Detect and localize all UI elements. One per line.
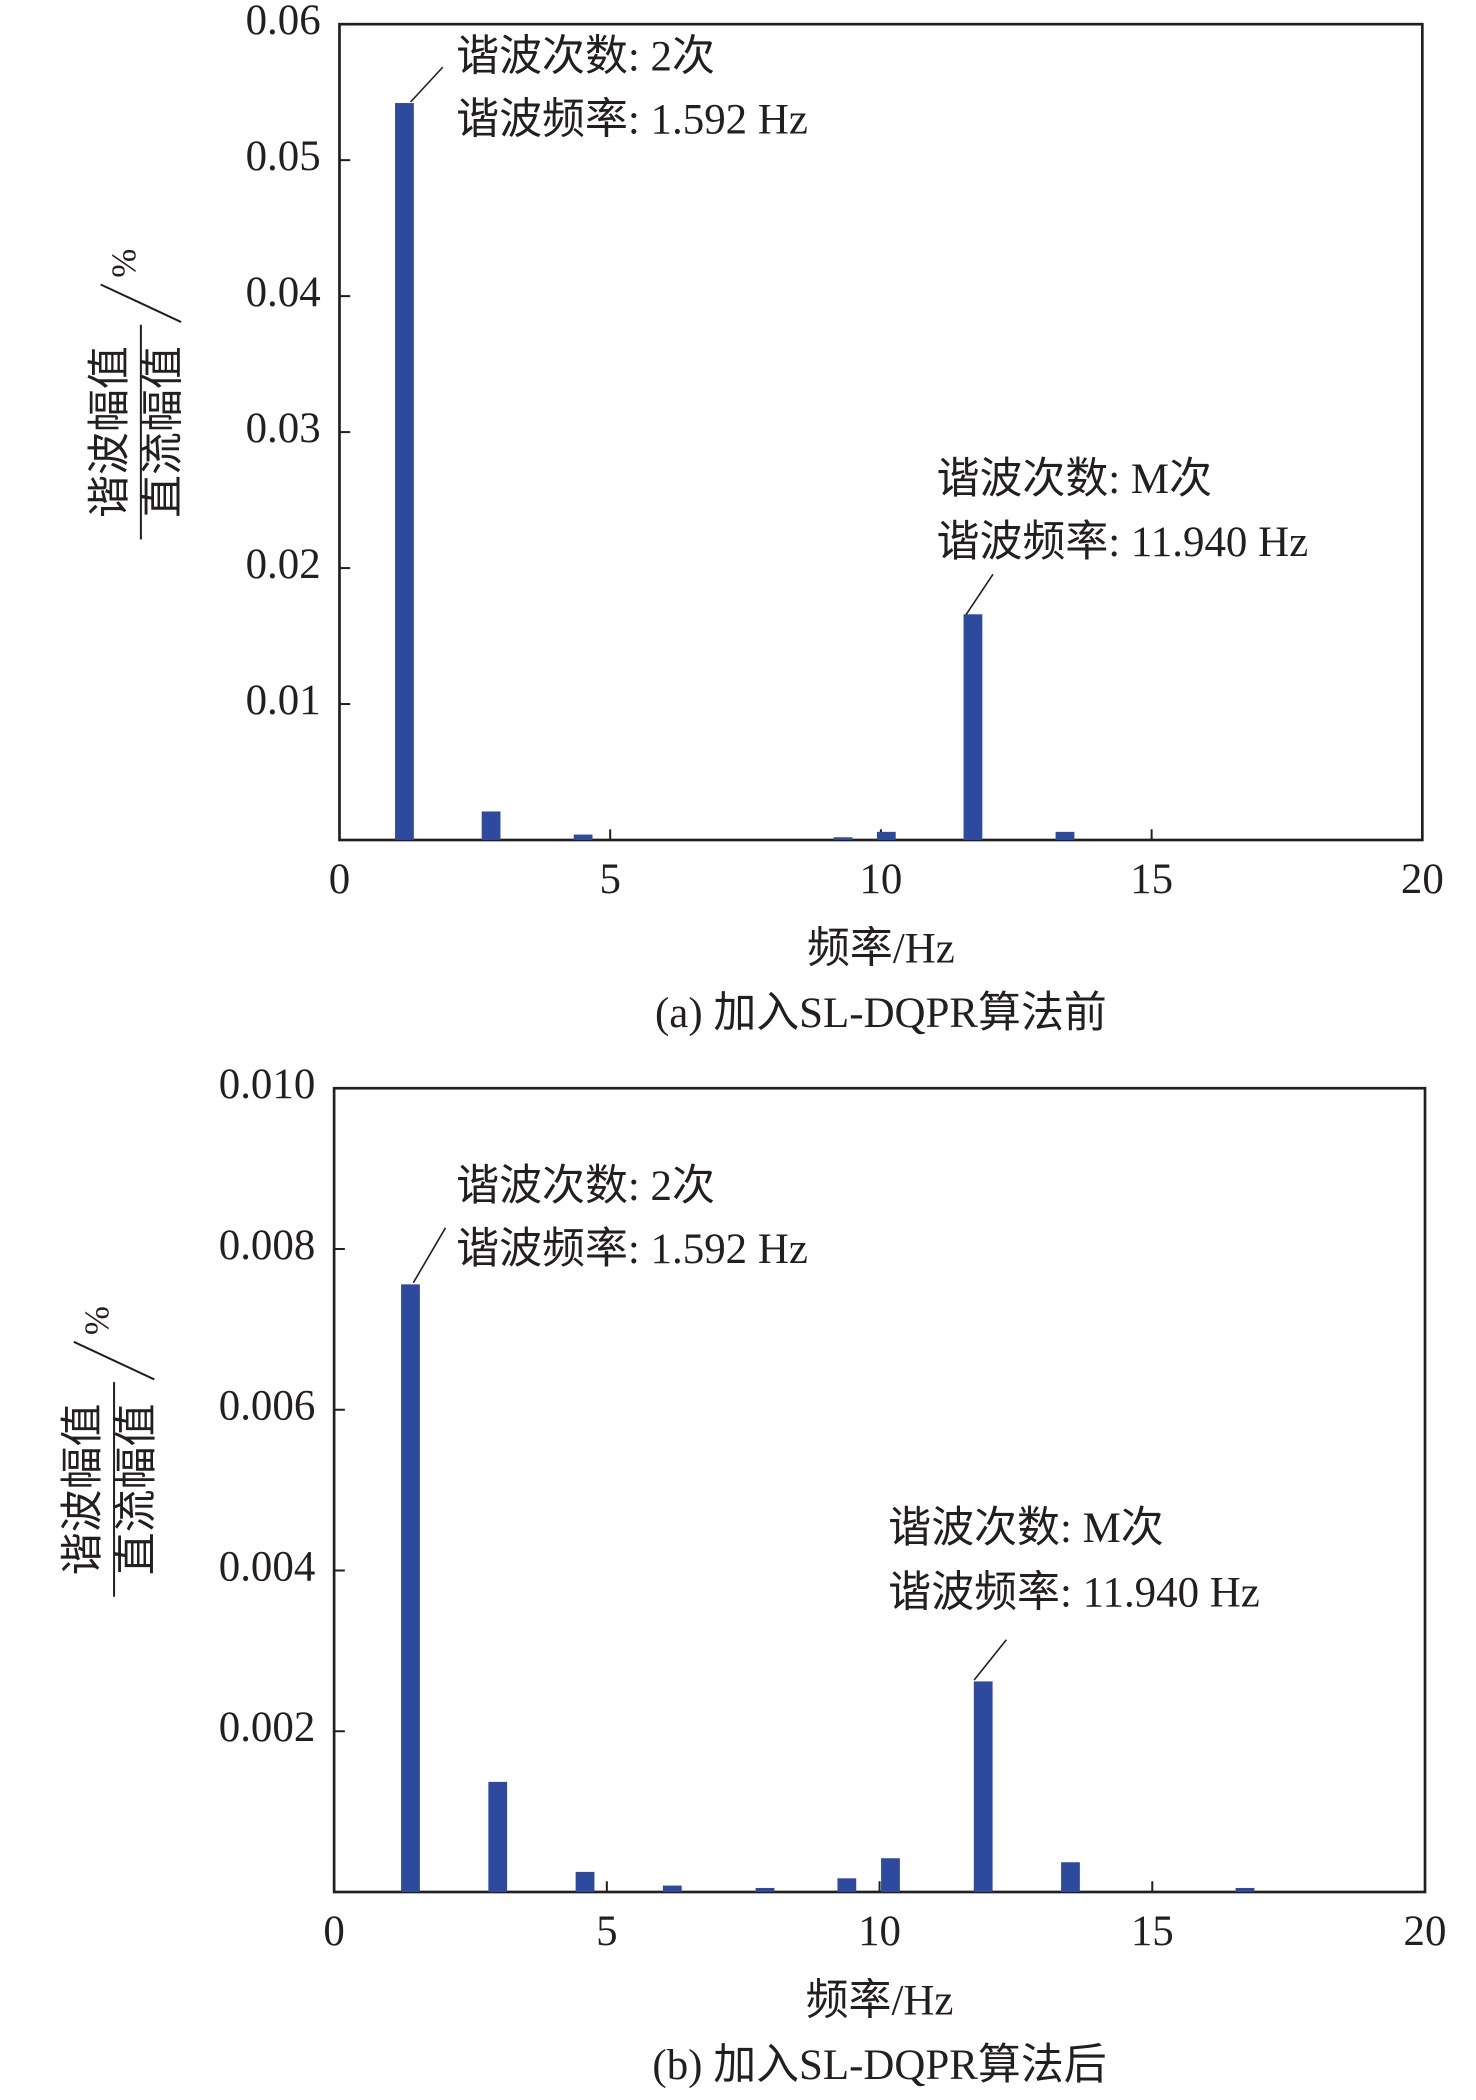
x-tick-label: 15	[1131, 1908, 1174, 1955]
bar	[881, 1858, 900, 1892]
x-tick-label: 10	[858, 1908, 901, 1955]
x-tick-label: 5	[599, 856, 620, 903]
plot-frame	[338, 22, 1424, 842]
y-label-numerator: 谐波幅值	[87, 346, 134, 518]
bar	[837, 1878, 857, 1892]
y-label-numerator: 谐波幅值	[60, 1404, 107, 1576]
y-tick-label: 0.004	[219, 1543, 316, 1590]
x-tick-label: 15	[1130, 856, 1173, 903]
y-label-denominator: 直流幅值	[114, 1404, 161, 1576]
caption: (b) 加入SL-DQPR算法后	[652, 2042, 1106, 2089]
y-label-slash	[100, 283, 182, 323]
bar	[833, 837, 853, 841]
y-axis-label: 谐波幅值 直流幅值%	[60, 1306, 161, 1597]
bar	[1055, 831, 1075, 841]
annotation: 谐波次数: M次	[888, 1505, 1163, 1552]
caption: (a) 加入SL-DQPR算法前	[655, 990, 1107, 1037]
annotation-leader	[412, 1227, 447, 1284]
y-tick-label: 0.010	[219, 1061, 316, 1108]
x-tick-label: 20	[1404, 1908, 1447, 1955]
y-tick-label: 0.01	[246, 677, 321, 724]
y-tick-label: 0.008	[219, 1222, 316, 1269]
annotation-leader	[410, 66, 444, 103]
x-tick-label: 10	[859, 856, 902, 903]
y-tick-label: 0.06	[246, 0, 321, 44]
bar	[481, 811, 501, 841]
annotation: 谐波次数: 2次	[456, 33, 715, 80]
bar	[573, 834, 593, 841]
y-label-unit: %	[78, 1306, 117, 1335]
y-tick-label: 0.002	[219, 1704, 316, 1751]
bar	[973, 1681, 993, 1892]
y-tick-label: 0.02	[246, 541, 321, 588]
y-label-denominator: 直流幅值	[141, 346, 188, 518]
bar	[395, 103, 414, 841]
annotation: 谐波次数: M次	[937, 456, 1212, 503]
bar	[488, 1781, 508, 1892]
y-label-unit: %	[104, 249, 143, 278]
annotation-leader	[973, 1639, 1007, 1681]
bar	[876, 831, 896, 841]
x-tick-label: 0	[329, 856, 350, 903]
bar	[662, 1885, 682, 1892]
x-axis-label: 频率/Hz	[806, 1977, 954, 2025]
annotation: 谐波频率: 1.592 Hz	[456, 95, 808, 143]
annotation: 谐波频率: 11.940 Hz	[937, 518, 1309, 566]
y-axis-label: 谐波幅值 直流幅值%	[87, 249, 188, 540]
bar	[401, 1284, 420, 1892]
bar	[1235, 1887, 1255, 1892]
annotation-leader	[965, 573, 994, 616]
y-label-slash	[73, 1340, 155, 1381]
bar	[755, 1887, 775, 1892]
y-tick-label: 0.04	[246, 269, 321, 316]
annotation: 谐波频率: 11.940 Hz	[888, 1569, 1260, 1617]
annotation: 谐波频率: 1.592 Hz	[456, 1225, 808, 1273]
bar	[1061, 1862, 1080, 1892]
y-tick-label: 0.006	[219, 1383, 316, 1430]
x-tick-label: 0	[323, 1908, 344, 1955]
bar	[963, 614, 983, 841]
y-tick-label: 0.05	[246, 133, 321, 180]
x-axis-label: 频率/Hz	[807, 925, 955, 973]
annotation: 谐波次数: 2次	[456, 1163, 715, 1210]
y-tick-label: 0.03	[246, 405, 321, 452]
x-tick-label: 5	[596, 1908, 617, 1955]
x-tick-label: 20	[1401, 856, 1444, 903]
bar	[575, 1871, 595, 1892]
